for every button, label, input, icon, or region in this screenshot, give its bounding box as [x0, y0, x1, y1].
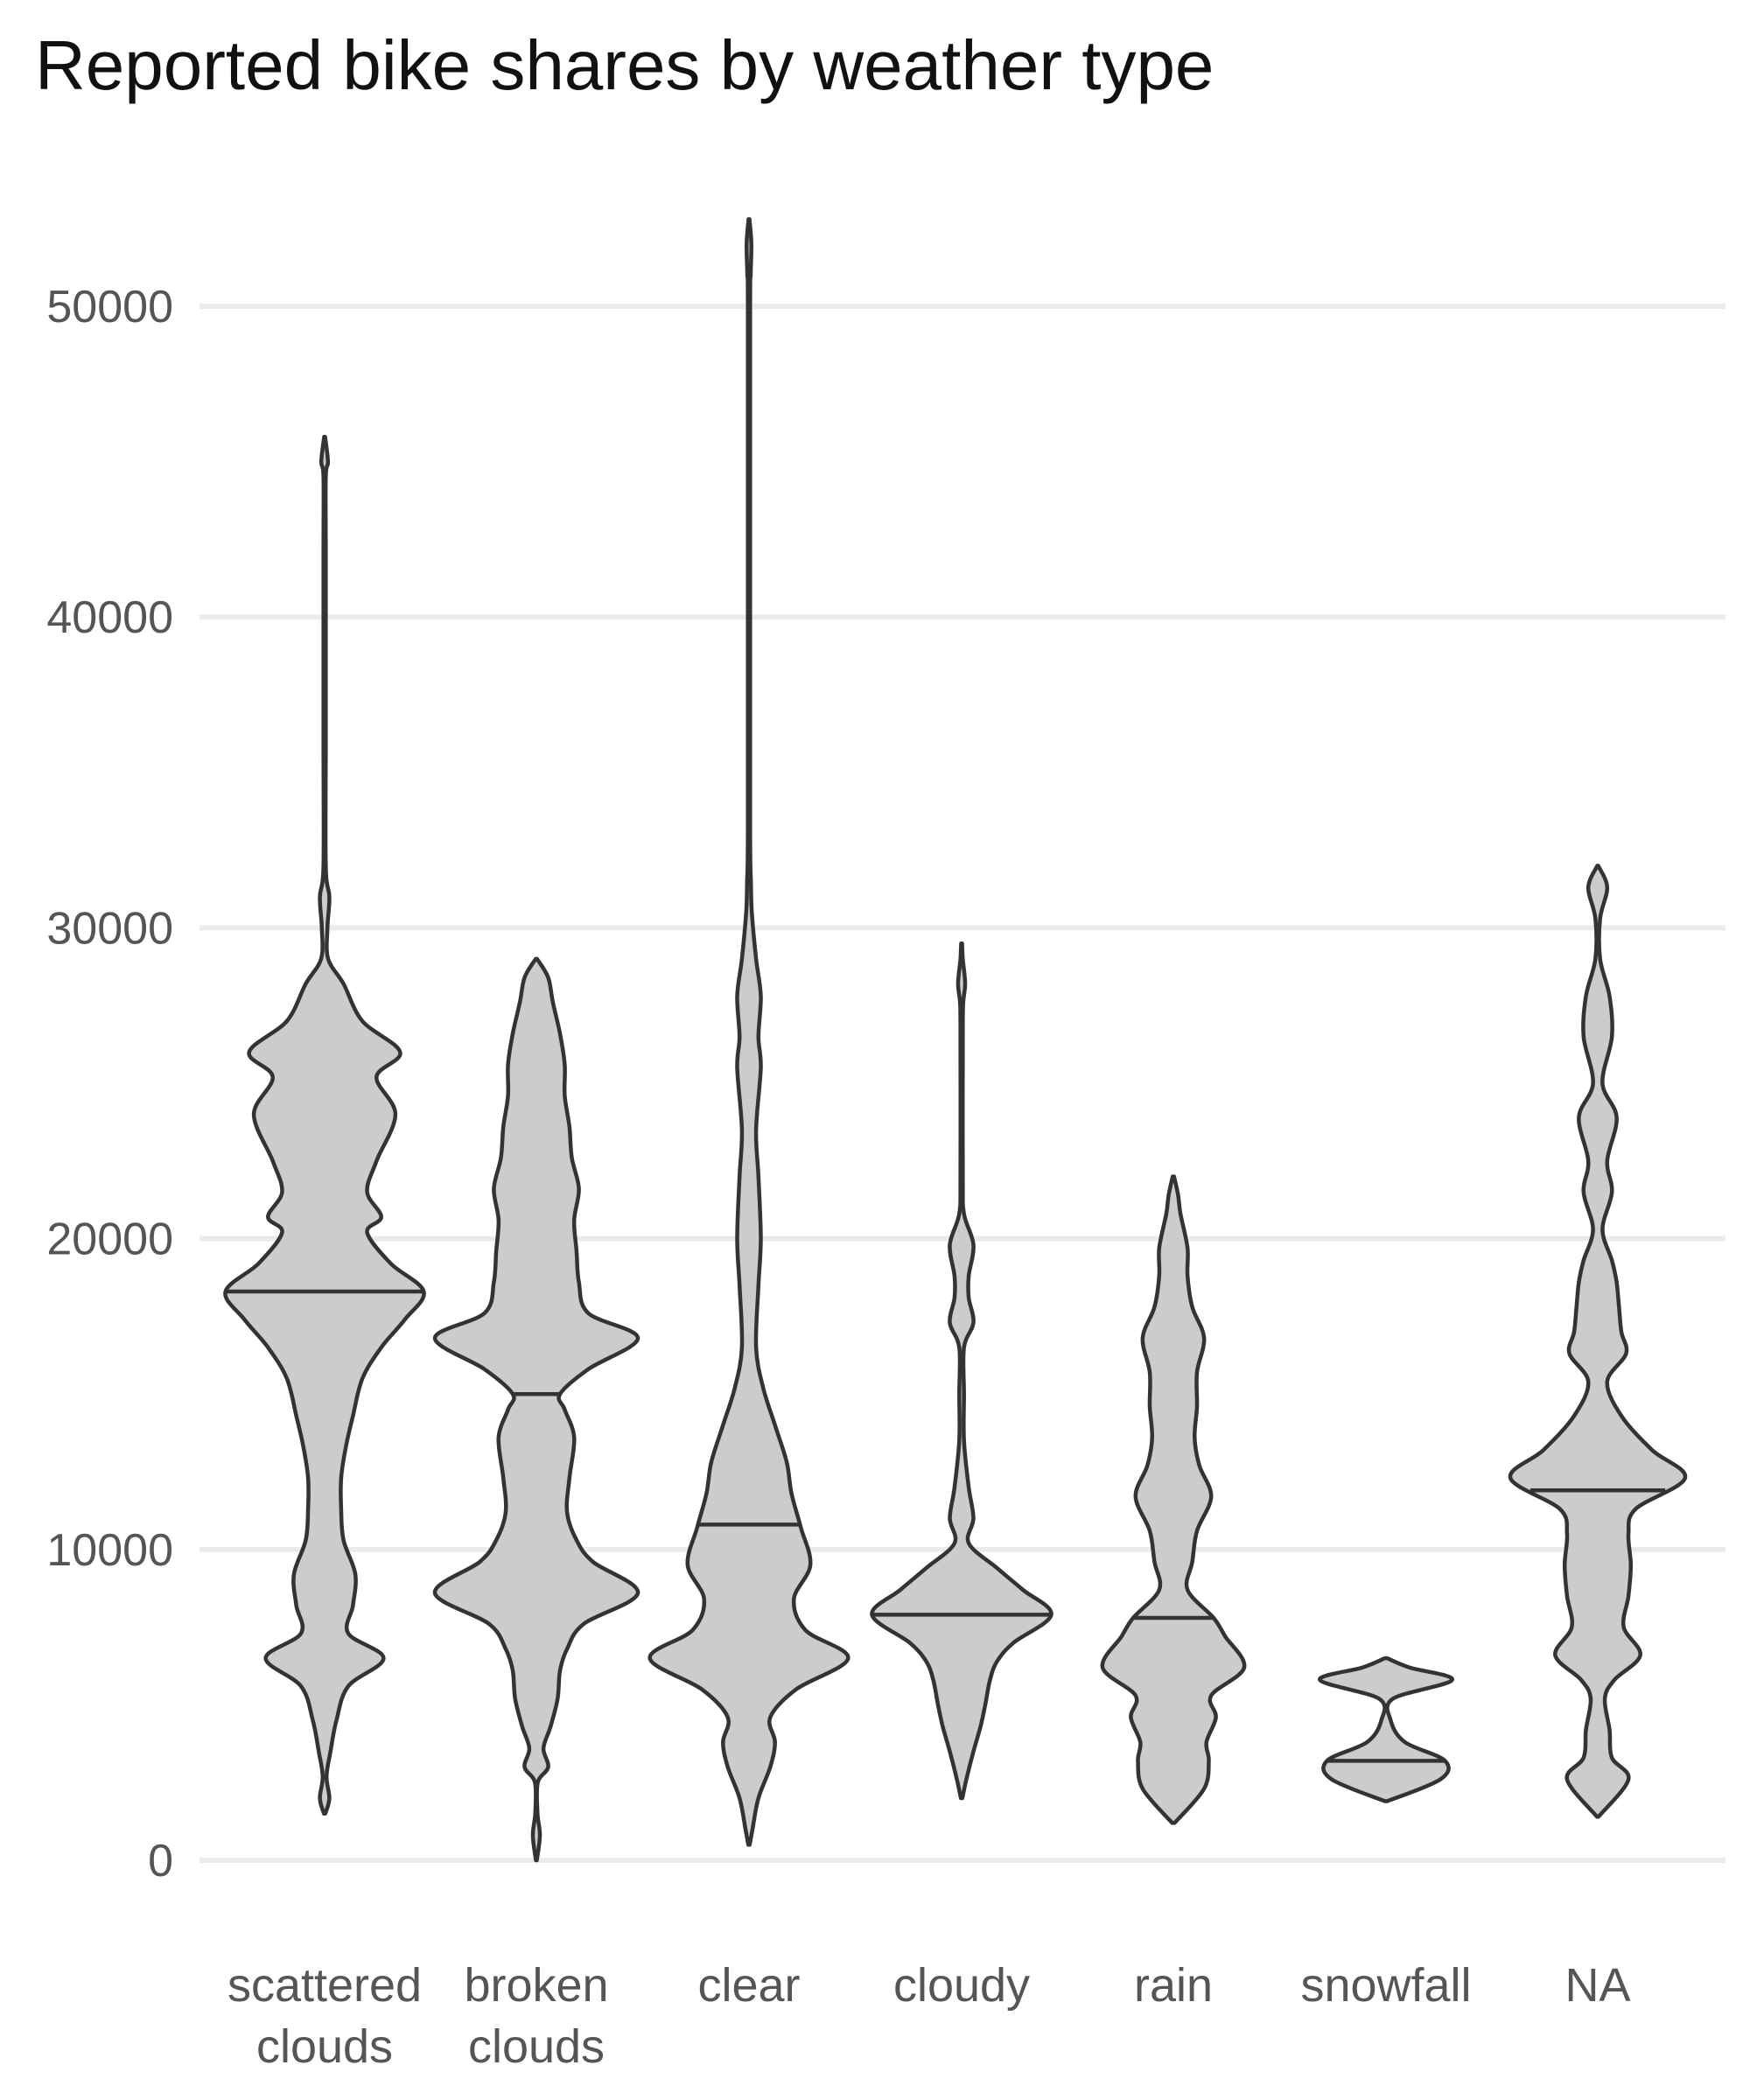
violin-shape: [1318, 1656, 1454, 1803]
x-tick-label: broken clouds: [464, 1959, 608, 2073]
x-tick-label: scattered clouds: [228, 1959, 422, 2073]
violin-shape: [223, 434, 426, 1816]
y-tick-label: 30000: [46, 903, 173, 954]
chart-title: Reported bike shares by weather type: [35, 26, 1214, 104]
violin-group: [1100, 1174, 1247, 1825]
violin-group: [1508, 864, 1688, 1819]
x-tick-label: NA: [1564, 1959, 1630, 2012]
x-tick-label-line: rain: [1134, 1959, 1213, 2012]
x-tick-label-line: cloudy: [893, 1959, 1030, 2012]
y-tick-label: 10000: [46, 1525, 173, 1576]
x-tick-label: rain: [1134, 1959, 1213, 2012]
y-axis-tick-labels: 0 10000 20000 30000 40000 50000: [46, 282, 173, 1886]
violin-shape: [870, 941, 1054, 1801]
x-tick-label-line: broken: [464, 1959, 608, 2012]
x-tick-label-line: clouds: [468, 2020, 605, 2073]
y-tick-label: 40000: [46, 592, 173, 643]
x-tick-label: snowfall: [1300, 1959, 1471, 2012]
violin-shape: [432, 956, 640, 1863]
y-tick-label: 50000: [46, 282, 173, 332]
violin-group: [648, 217, 850, 1847]
violin-group: [223, 434, 426, 1816]
y-tick-label: 0: [148, 1836, 173, 1886]
violins: [223, 217, 1688, 1863]
violin-group: [432, 956, 640, 1863]
violin-shape: [1100, 1174, 1247, 1825]
y-tick-label: 20000: [46, 1214, 173, 1265]
x-tick-label-line: scattered: [228, 1959, 422, 2012]
violin-group: [1318, 1656, 1454, 1803]
violin-group: [870, 941, 1054, 1801]
x-tick-label-line: snowfall: [1300, 1959, 1471, 2012]
x-tick-label: cloudy: [893, 1959, 1030, 2012]
x-tick-label-line: clouds: [256, 2020, 393, 2073]
violin-shape: [648, 217, 850, 1847]
violin-shape: [1508, 864, 1688, 1819]
x-tick-label-line: NA: [1564, 1959, 1630, 2012]
x-tick-label-line: clear: [697, 1959, 800, 2012]
x-axis-tick-labels: scattered clouds broken clouds clear cloudy ra…: [228, 1959, 1631, 2073]
x-tick-label: clear: [697, 1959, 800, 2012]
